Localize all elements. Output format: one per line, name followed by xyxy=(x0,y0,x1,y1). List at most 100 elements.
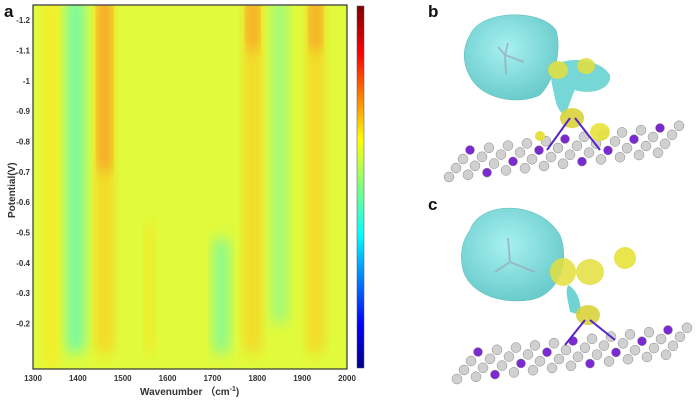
carbon-atom xyxy=(647,131,659,143)
carbon-atom xyxy=(583,147,595,158)
carbon-atom xyxy=(538,160,550,172)
nitrogen-atom xyxy=(490,369,500,380)
carbon-atom xyxy=(502,140,514,151)
carbon-atom xyxy=(527,364,539,376)
heatmap-band xyxy=(248,5,257,51)
heatmap-plot xyxy=(32,4,348,370)
colorbar xyxy=(356,5,365,369)
carbon-atom xyxy=(491,344,503,356)
heatmap-band xyxy=(45,5,57,369)
x-tick-label: 1700 xyxy=(204,374,222,383)
heatmap-band xyxy=(308,5,323,354)
graphene-sheet-b xyxy=(443,120,685,183)
nitrogen-atom xyxy=(603,145,613,156)
heatmap-band xyxy=(67,5,84,354)
y-tick-label: -1 xyxy=(23,77,31,86)
molecule-render-c xyxy=(451,207,693,385)
panel-label-a: a xyxy=(4,2,14,21)
carbon-atom xyxy=(488,158,500,169)
carbon-atom xyxy=(624,329,636,340)
y-tick-label: -0.7 xyxy=(16,168,30,177)
y-tick-label: -0.8 xyxy=(16,138,30,147)
carbon-atom xyxy=(508,367,520,378)
carbon-atom xyxy=(529,340,541,351)
carbon-atom xyxy=(617,338,629,349)
x-tick-label: 1400 xyxy=(69,374,87,383)
carbon-atom xyxy=(522,349,534,360)
carbon-atom xyxy=(655,333,667,345)
carbon-atom xyxy=(450,162,462,174)
carbon-atom xyxy=(609,136,621,147)
carbon-atom xyxy=(652,147,664,159)
y-tick-label: -0.9 xyxy=(16,107,30,116)
carbon-atom xyxy=(598,340,610,351)
carbon-atom xyxy=(616,127,628,138)
carbon-atom xyxy=(495,149,507,160)
x-tick-label: 1800 xyxy=(248,374,266,383)
panel-label-b: b xyxy=(428,2,438,21)
nitrogen-atom xyxy=(542,347,552,357)
carbon-atom xyxy=(545,151,557,163)
carbon-atom xyxy=(553,353,565,365)
heatmap-background xyxy=(33,5,347,369)
heatmap-band xyxy=(100,5,110,172)
carbon-atom xyxy=(673,120,685,132)
carbon-atom xyxy=(514,147,526,158)
graphene-sheet-c xyxy=(451,322,693,385)
heatmap-band xyxy=(146,222,153,354)
heatmap-band xyxy=(311,5,320,51)
carbon-atom xyxy=(552,142,564,154)
nitrogen-atom xyxy=(465,145,475,155)
x-tick-label: 1900 xyxy=(293,374,311,383)
nitrogen-atom xyxy=(637,336,647,346)
carbon-atom xyxy=(641,351,653,363)
molecule-render-b xyxy=(443,14,685,183)
heatmap-band xyxy=(272,5,287,324)
x-tick-label: 1500 xyxy=(114,374,132,383)
carbon-atom xyxy=(557,158,569,170)
carbon-atom xyxy=(483,142,495,154)
carbon-atom xyxy=(457,153,469,165)
carbon-atom xyxy=(681,322,693,334)
carbon-atom xyxy=(586,333,598,345)
carbon-atom xyxy=(564,149,576,161)
carbon-atom xyxy=(571,140,583,152)
carbon-atom xyxy=(643,326,655,338)
carbon-atom xyxy=(469,160,481,172)
nitrogen-atom xyxy=(629,134,639,144)
carbon-atom xyxy=(579,342,591,354)
carbon-atom xyxy=(666,129,678,141)
carbon-atom xyxy=(603,356,615,367)
carbon-atom xyxy=(614,151,626,163)
carbon-atom xyxy=(476,151,488,163)
carbon-atom xyxy=(534,355,546,367)
carbon-atom xyxy=(629,344,641,356)
panel-label-c: c xyxy=(428,195,437,214)
x-tick-label: 1300 xyxy=(24,374,42,383)
carbon-atom xyxy=(484,353,496,365)
nitrogen-atom xyxy=(508,156,518,167)
y-tick-label: -0.4 xyxy=(16,259,30,268)
y-tick-label: -0.5 xyxy=(16,229,30,238)
y-tick-label: -0.3 xyxy=(16,289,30,298)
y-tick-label: -0.6 xyxy=(16,198,30,207)
y-tick-label: -1.2 xyxy=(16,16,30,25)
carbon-atom xyxy=(470,371,482,383)
isosurface-cyan-c xyxy=(461,207,564,302)
carbon-atom xyxy=(510,342,522,353)
carbon-atom xyxy=(526,153,538,165)
carbon-atom xyxy=(560,344,572,356)
nitrogen-atom xyxy=(516,358,526,369)
nitrogen-atom xyxy=(663,325,673,335)
carbon-atom xyxy=(451,373,463,385)
carbon-atom xyxy=(667,340,679,352)
carbon-atom xyxy=(496,360,508,371)
carbon-atom xyxy=(595,154,607,165)
carbon-atom xyxy=(640,140,652,152)
nitrogen-atom xyxy=(577,156,587,167)
heatmap-band xyxy=(214,237,229,354)
y-tick-label: -1.1 xyxy=(16,47,30,56)
nitrogen-atom xyxy=(482,167,492,178)
carbon-atom xyxy=(443,171,455,183)
